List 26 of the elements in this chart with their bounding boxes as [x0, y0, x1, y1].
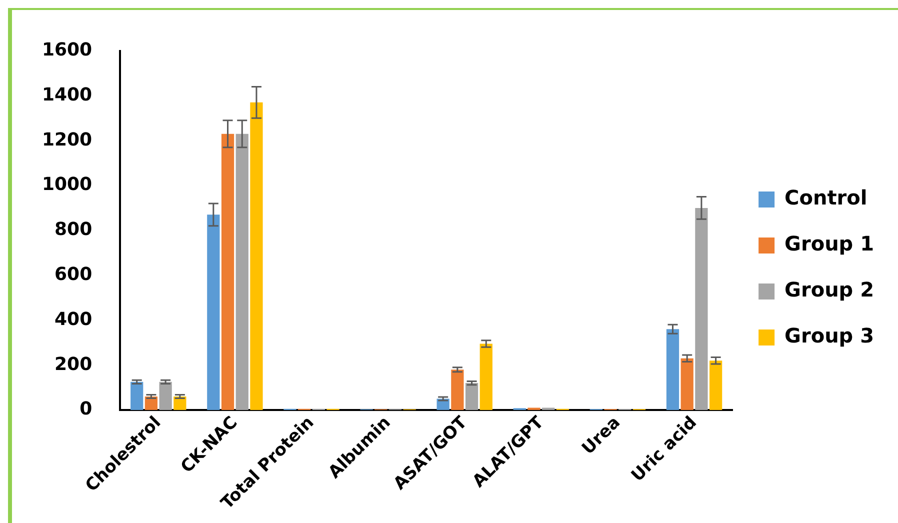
y-tick-label: 600	[54, 264, 92, 285]
y-tick-label: 1000	[42, 174, 92, 196]
y-tick-label: 1400	[42, 84, 92, 106]
bar	[236, 134, 248, 410]
bar	[207, 214, 220, 410]
bar	[451, 370, 464, 410]
legend-label: Control	[784, 186, 868, 210]
y-tick-label: 800	[54, 219, 92, 240]
bar	[695, 208, 708, 410]
y-tick-label: 1600	[42, 39, 92, 60]
y-tick-label: 200	[54, 354, 92, 375]
bar	[250, 102, 263, 410]
bar	[130, 382, 144, 410]
legend-label: Group 3	[784, 324, 874, 348]
legend-label: Group 2	[784, 278, 874, 302]
legend-label: Group 1	[784, 232, 874, 256]
bar	[221, 134, 234, 410]
y-tick-label: 400	[54, 308, 92, 330]
y-tick-label: 1200	[42, 129, 92, 150]
bar	[159, 382, 172, 410]
y-tick-label: 0	[80, 398, 92, 420]
bar	[480, 344, 492, 410]
bar	[680, 358, 694, 410]
bar	[465, 383, 478, 410]
bar	[709, 360, 722, 410]
bar	[666, 329, 680, 410]
